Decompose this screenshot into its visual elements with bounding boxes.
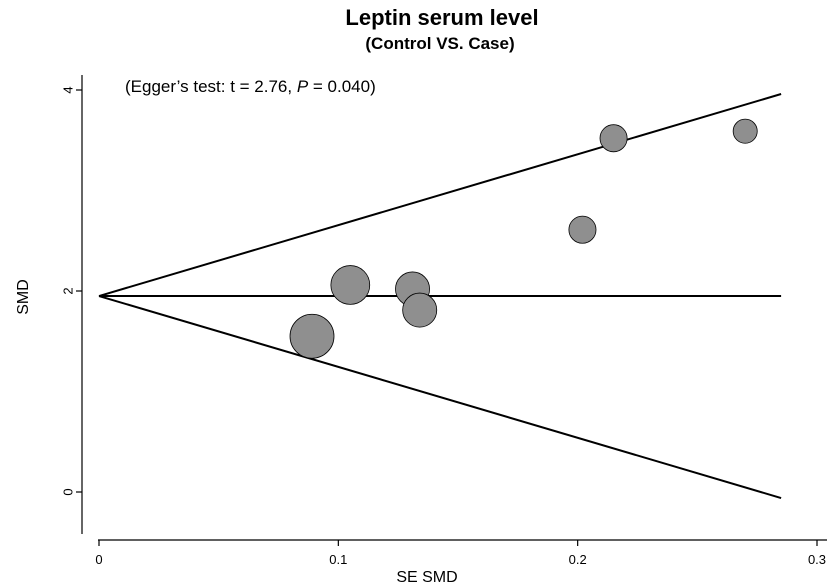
- y-tick-label: 0: [61, 488, 76, 495]
- y-tick-label: 2: [61, 287, 76, 294]
- x-ticks: 0 0.1 0.2 0.3: [95, 540, 826, 567]
- data-points: [289, 118, 758, 359]
- y-tick-label: 4: [61, 86, 76, 93]
- chart-subtitle: (Control VS. Case): [365, 34, 514, 53]
- study-point: [568, 215, 597, 244]
- chart-title: Leptin serum level: [345, 5, 538, 30]
- egger-annotation-p: P: [297, 77, 309, 96]
- study-point: [732, 118, 758, 144]
- funnel-lines: [98, 93, 782, 499]
- x-tick-label: 0: [95, 552, 102, 567]
- x-axis-label: SE SMD: [396, 569, 457, 586]
- x-tick-label: 0.3: [808, 552, 826, 567]
- egger-annotation-suffix: = 0.040): [308, 77, 376, 96]
- y-ticks: 0 2 4: [61, 86, 82, 496]
- funnel-lower-limit: [98, 295, 782, 499]
- axes: [81, 75, 827, 541]
- study-point: [289, 313, 335, 359]
- study-point: [599, 124, 628, 153]
- study-point: [402, 292, 438, 328]
- study-point: [330, 265, 371, 305]
- egger-annotation: (Egger’s test: t = 2.76, P = 0.040): [125, 77, 376, 96]
- egger-annotation-prefix: (Egger’s test: t = 2.76,: [125, 77, 297, 96]
- funnel-upper-limit: [98, 93, 782, 297]
- y-axis-label: SMD: [15, 279, 32, 315]
- x-tick-label: 0.1: [329, 552, 347, 567]
- x-tick-label: 0.2: [569, 552, 587, 567]
